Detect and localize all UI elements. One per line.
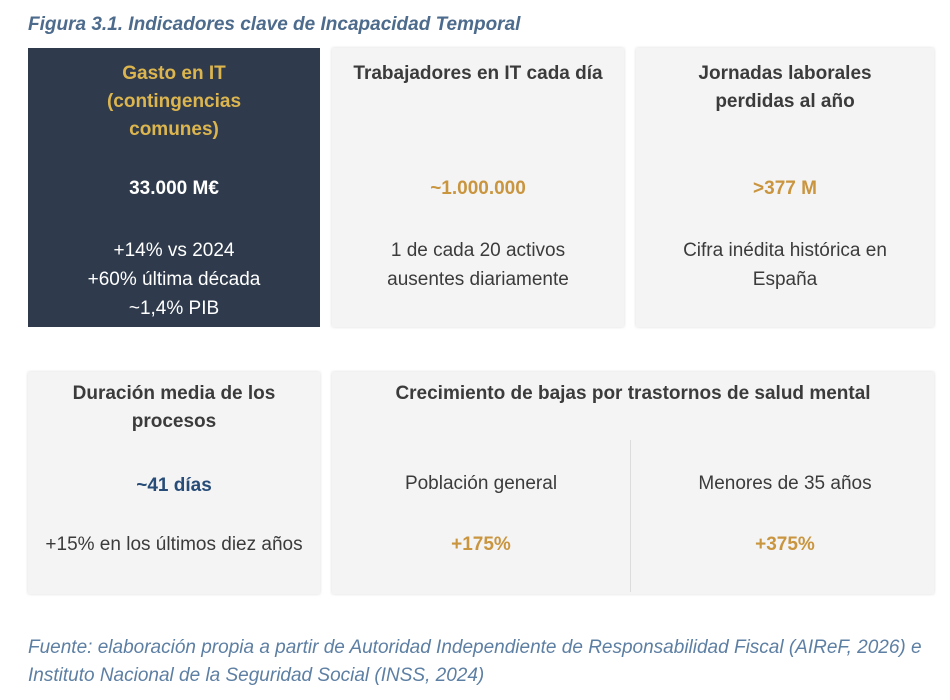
divider	[630, 440, 631, 592]
card: Jornadas laborales perdidas al año >377 …	[636, 48, 934, 327]
mental-health-card: Crecimiento de bajas por trastornos de s…	[332, 372, 934, 594]
card-note: +15% en los últimos diez años	[45, 534, 303, 555]
column-label: Población general	[404, 473, 558, 494]
column-value: +175%	[451, 534, 511, 555]
card-note: +14% vs 2024	[113, 240, 235, 261]
source-note: Fuente: elaboración propia a partir de A…	[28, 637, 922, 686]
card-value: >377 M	[753, 178, 817, 199]
card: Gasto en IT (contingencias comunes) 33.0…	[28, 48, 320, 327]
card-title: Trabajadores en IT cada día	[353, 63, 603, 84]
card-value: 33.000 M€	[129, 178, 219, 199]
card-title: Jornadas laborales perdidas al año	[698, 63, 872, 112]
figure-title: Figura 3.1. Indicadores clave de Incapac…	[28, 14, 521, 35]
column-value: +375%	[755, 534, 815, 555]
card-note: Cifra inédita histórica en España	[683, 240, 887, 290]
card-notes: +14% vs 2024 +60% última década ~1,4% PI…	[28, 236, 320, 323]
card: Duración media de los procesos ~41 días …	[28, 372, 320, 594]
card-title: Gasto en IT (contingencias comunes)	[106, 63, 242, 140]
card-note: 1 de cada 20 activos ausentes diariament…	[387, 240, 569, 290]
card: Trabajadores en IT cada día ~1.000.000 1…	[332, 48, 624, 327]
column-label: Menores de 35 años	[698, 473, 872, 494]
card-value: ~41 días	[136, 475, 212, 496]
card-title: Crecimiento de bajas por trastornos de s…	[395, 383, 871, 404]
card-note: +60% última década	[87, 269, 261, 290]
card-note: ~1,4% PIB	[128, 298, 220, 319]
card-value: ~1.000.000	[430, 178, 526, 199]
card-title: Duración media de los procesos	[72, 383, 276, 432]
